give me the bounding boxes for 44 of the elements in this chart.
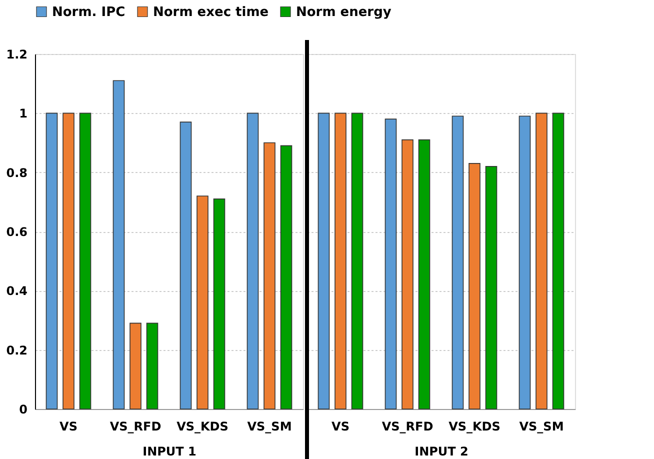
x-tick-label: VS_RFD xyxy=(110,420,162,434)
bar xyxy=(62,112,74,410)
y-tick-label: 0.8 xyxy=(6,166,28,180)
bar xyxy=(452,116,464,410)
y-tick-label: 0 xyxy=(19,402,28,416)
bar xyxy=(264,142,276,410)
bar xyxy=(79,112,92,410)
legend-label: Norm energy xyxy=(296,4,392,20)
y-tick-label: 1.2 xyxy=(6,48,28,62)
bar xyxy=(246,112,259,410)
bar xyxy=(552,112,564,410)
bar xyxy=(402,139,414,410)
x-tick-label: VS xyxy=(332,420,350,434)
bar xyxy=(280,145,292,410)
x-axis-title: INPUT 2 xyxy=(414,444,468,458)
bar xyxy=(213,198,226,410)
bar xyxy=(518,116,531,410)
bar xyxy=(418,139,430,410)
bar xyxy=(112,80,125,410)
bar xyxy=(180,122,192,410)
bar xyxy=(351,112,364,410)
bar xyxy=(318,112,330,410)
y-tick-label: 0.6 xyxy=(6,225,28,239)
bar xyxy=(536,112,548,410)
bar xyxy=(384,118,397,410)
x-tick-label: VS_KDS xyxy=(176,420,228,434)
y-tick-label: 0.2 xyxy=(6,343,28,358)
x-tick-label: VS_SM xyxy=(247,420,292,434)
y-tick-label: 1 xyxy=(19,106,28,121)
x-axis-title: INPUT 1 xyxy=(142,444,196,458)
bar xyxy=(334,112,346,410)
bar xyxy=(46,112,58,410)
legend-label: Norm. IPC xyxy=(52,4,126,20)
bar xyxy=(146,322,158,410)
x-tick-label: VS_SM xyxy=(519,420,564,434)
bar xyxy=(130,322,142,410)
x-tick-label: VS xyxy=(60,420,78,434)
x-tick-label: VS_KDS xyxy=(448,420,500,434)
bar xyxy=(196,196,208,410)
bar xyxy=(485,166,498,410)
bar xyxy=(468,163,480,410)
legend-label: Norm exec time xyxy=(153,4,269,20)
y-tick-label: 0.4 xyxy=(6,284,28,298)
x-tick-label: VS_RFD xyxy=(382,420,434,434)
